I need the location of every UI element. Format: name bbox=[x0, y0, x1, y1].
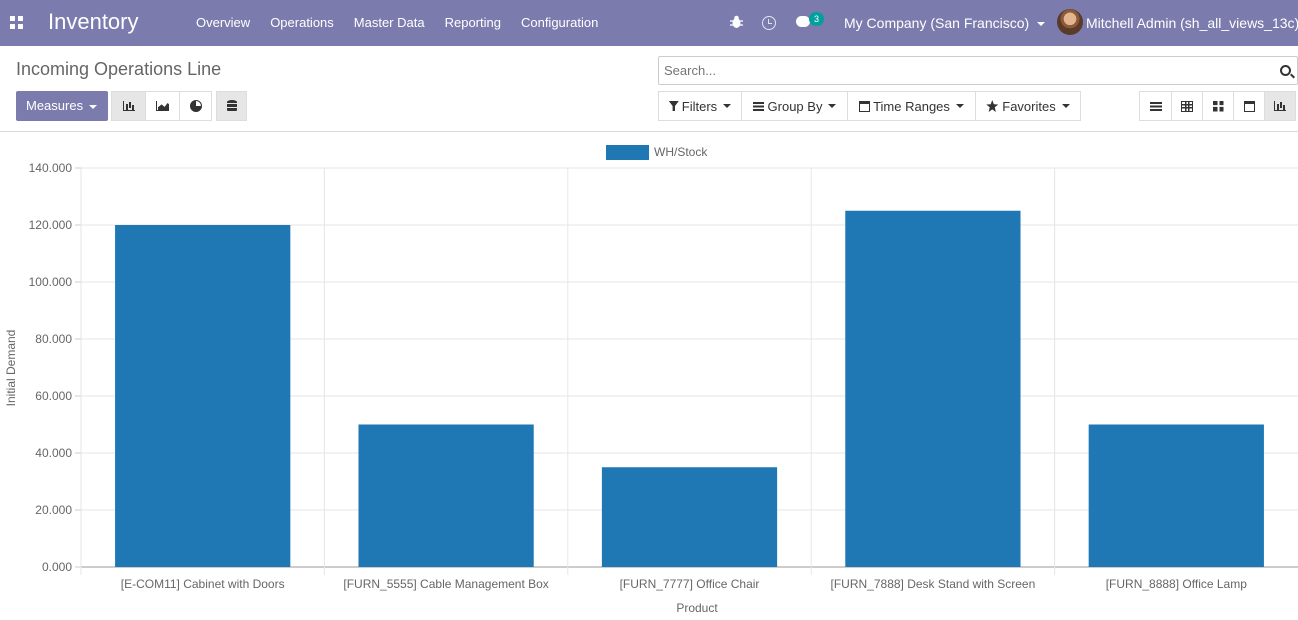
pie-chart-icon bbox=[189, 100, 202, 112]
measures-button[interactable]: Measures bbox=[16, 91, 108, 121]
stacked-button[interactable] bbox=[216, 91, 247, 121]
stacked-group bbox=[216, 91, 247, 121]
y-tick-label: 40.000 bbox=[35, 446, 72, 460]
y-tick-label: 0.000 bbox=[42, 560, 72, 574]
x-tick-label: [FURN_7777] Office Chair bbox=[620, 577, 760, 591]
favorites-button[interactable]: Favorites bbox=[975, 91, 1081, 121]
favorites-label: Favorites bbox=[1002, 98, 1056, 114]
area-chart-icon bbox=[156, 101, 169, 111]
bar-chart-icon bbox=[1274, 101, 1286, 111]
legend-label[interactable]: WH/Stock bbox=[654, 145, 708, 159]
search-options: Filters Group By Time Ranges Favorites bbox=[658, 91, 1081, 121]
control-panel: Incoming Operations Line Measures Filter… bbox=[0, 46, 1298, 132]
chat-counter-badge: 3 bbox=[809, 12, 824, 26]
main-menu: Overview Operations Master Data Reportin… bbox=[186, 0, 608, 46]
caret-down-icon bbox=[955, 104, 964, 108]
line-chart-button[interactable] bbox=[145, 91, 180, 121]
legend-swatch[interactable] bbox=[606, 145, 649, 160]
search-box[interactable] bbox=[658, 56, 1298, 85]
list-view-icon bbox=[1149, 101, 1162, 111]
y-tick-label: 120.000 bbox=[29, 218, 73, 232]
filters-button[interactable]: Filters bbox=[658, 91, 742, 121]
caret-down-icon bbox=[828, 104, 837, 108]
bar-chart: 0.000 20.000 40.000 60.000 80.000 100.000 120.… bbox=[4, 145, 1298, 615]
bar[interactable] bbox=[115, 225, 291, 567]
calendar-icon bbox=[1243, 100, 1255, 112]
y-tick-label: 80.000 bbox=[35, 332, 72, 346]
kanban-view-button[interactable] bbox=[1202, 91, 1234, 121]
table-icon bbox=[1181, 100, 1193, 112]
database-stack-icon bbox=[226, 100, 237, 112]
search-icon[interactable] bbox=[1280, 65, 1291, 76]
view-switcher bbox=[1139, 91, 1296, 121]
caret-down-icon bbox=[723, 104, 732, 108]
calendar-view-button[interactable] bbox=[1233, 91, 1265, 121]
chat-icon[interactable] bbox=[796, 16, 810, 27]
user-menu[interactable]: Mitchell Admin (sh_all_views_13c) bbox=[1086, 0, 1298, 46]
activity-clock-icon[interactable] bbox=[762, 16, 776, 30]
menu-master-data[interactable]: Master Data bbox=[353, 15, 425, 30]
y-axis-label: Initial Demand bbox=[4, 330, 18, 407]
menu-overview[interactable]: Overview bbox=[196, 15, 251, 30]
y-tick-label: 140.000 bbox=[29, 161, 73, 175]
menu-reporting[interactable]: Reporting bbox=[444, 15, 501, 30]
bar[interactable] bbox=[1088, 424, 1264, 568]
user-avatar[interactable] bbox=[1057, 9, 1083, 35]
chart-type-group bbox=[111, 91, 212, 121]
caret-down-icon bbox=[1037, 22, 1046, 27]
menu-operations[interactable]: Operations bbox=[270, 15, 334, 30]
menu-configuration[interactable]: Configuration bbox=[520, 15, 599, 30]
caret-down-icon bbox=[1061, 104, 1070, 108]
kanban-icon bbox=[1212, 100, 1224, 112]
x-axis-label: Product bbox=[676, 601, 718, 615]
x-tick-label: [FURN_8888] Office Lamp bbox=[1106, 577, 1248, 591]
bar-chart-button[interactable] bbox=[111, 91, 146, 121]
app-brand[interactable]: Inventory bbox=[48, 9, 139, 34]
star-icon bbox=[986, 100, 999, 112]
filter-icon bbox=[668, 101, 679, 111]
debug-bug-icon[interactable] bbox=[730, 15, 743, 29]
filters-label: Filters bbox=[681, 98, 718, 114]
bar-chart-icon bbox=[122, 101, 135, 111]
list-view-button[interactable] bbox=[1139, 91, 1172, 121]
bar[interactable] bbox=[845, 210, 1021, 567]
x-tick-label: [FURN_5555] Cable Management Box bbox=[343, 577, 548, 591]
time-ranges-button[interactable]: Time Ranges bbox=[847, 91, 976, 121]
measures-label: Measures bbox=[26, 98, 84, 113]
graph-area: 0.000 20.000 40.000 60.000 80.000 100.000 120.… bbox=[0, 132, 1298, 620]
apps-menu-icon[interactable] bbox=[10, 16, 23, 29]
search-input[interactable] bbox=[664, 63, 1264, 78]
y-tick-label: 20.000 bbox=[35, 503, 72, 517]
time-ranges-label: Time Ranges bbox=[873, 98, 950, 114]
page-title: Incoming Operations Line bbox=[16, 59, 222, 79]
graph-view-button[interactable] bbox=[1264, 91, 1296, 121]
y-tick-label: 100.000 bbox=[29, 275, 73, 289]
bar[interactable] bbox=[358, 424, 534, 568]
company-switcher[interactable]: My Company (San Francisco) bbox=[844, 0, 1046, 46]
list-icon bbox=[752, 101, 764, 111]
x-tick-label: [E-COM11] Cabinet with Doors bbox=[121, 577, 285, 591]
top-navbar: Inventory Overview Operations Master Dat… bbox=[0, 0, 1298, 46]
pivot-view-button[interactable] bbox=[1171, 91, 1203, 121]
bar[interactable] bbox=[601, 467, 778, 567]
pie-chart-button[interactable] bbox=[179, 91, 212, 121]
caret-down-icon bbox=[89, 104, 98, 109]
group-by-button[interactable]: Group By bbox=[741, 91, 848, 121]
user-name: Mitchell Admin (sh_all_views_13c) bbox=[1086, 15, 1298, 31]
group-by-label: Group By bbox=[767, 98, 823, 114]
company-name: My Company (San Francisco) bbox=[844, 15, 1030, 31]
calendar-icon bbox=[859, 100, 871, 112]
y-tick-label: 60.000 bbox=[35, 389, 72, 403]
x-tick-label: [FURN_7888] Desk Stand with Screen bbox=[831, 577, 1036, 591]
